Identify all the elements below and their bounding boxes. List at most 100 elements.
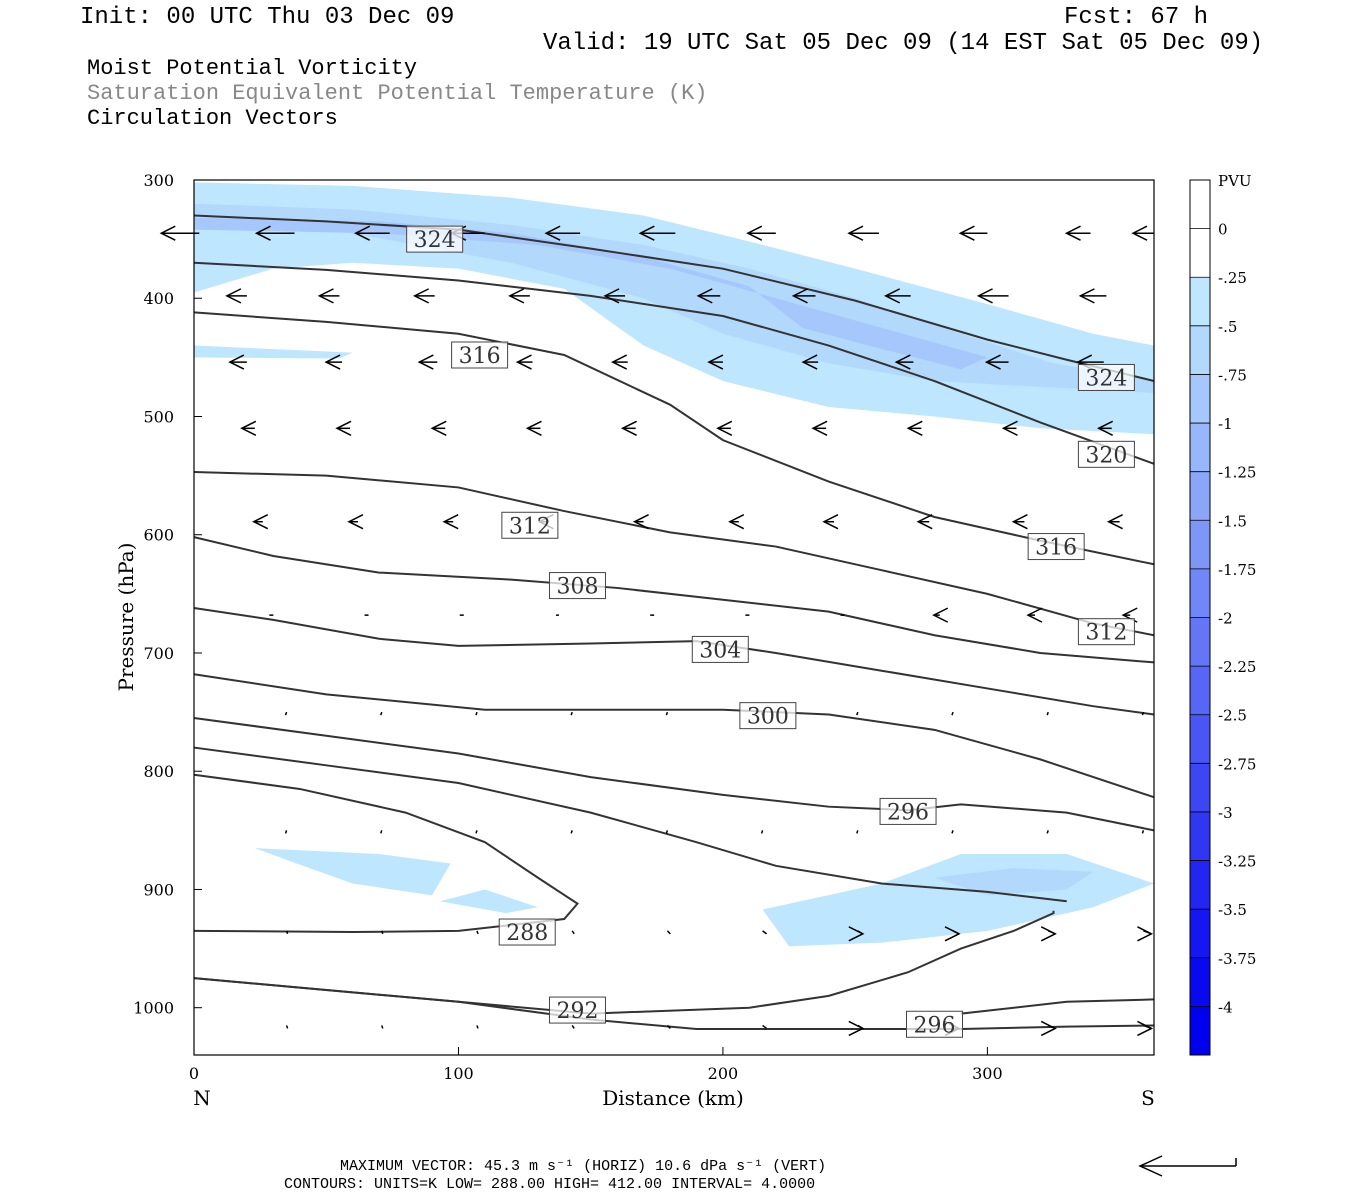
contour-label: 296 xyxy=(905,1010,963,1038)
contour-label-text: 324 xyxy=(414,228,456,253)
circulation-vector xyxy=(475,830,478,834)
colorbar-level-label: -1.75 xyxy=(1218,561,1256,579)
contour-label: 300 xyxy=(739,702,797,730)
y-tick-label: 500 xyxy=(143,407,174,426)
circulation-vector xyxy=(1131,225,1154,241)
colorbar-level-label: -2.75 xyxy=(1218,755,1256,773)
x-tick-label: 100 xyxy=(443,1064,474,1083)
colorbar-segment xyxy=(1190,471,1210,521)
colorbar-level-label: -1 xyxy=(1218,415,1233,433)
circulation-vector xyxy=(442,514,459,530)
x-tick-label: 0 xyxy=(189,1064,199,1083)
colorbar-level-label: -3 xyxy=(1218,804,1233,822)
circulation-vector xyxy=(324,354,343,370)
y-tick-label: 300 xyxy=(143,171,174,190)
colorbar-segment xyxy=(1190,228,1210,278)
pv-shade-region xyxy=(934,868,1094,896)
circulation-vector xyxy=(381,930,384,935)
circulation-vector xyxy=(515,354,533,370)
circulation-vector xyxy=(760,830,764,834)
contour-label-text: 316 xyxy=(1035,536,1077,561)
contour-label: 312 xyxy=(501,511,559,539)
contour-label-text: 312 xyxy=(509,514,551,539)
reference-vector xyxy=(1138,1155,1237,1177)
colorbar-level-label: -3.5 xyxy=(1218,901,1247,919)
contour-label-text: 312 xyxy=(1085,621,1127,646)
field-title-theta: Saturation Equivalent Potential Temperat… xyxy=(87,81,708,106)
x-tick-label: 200 xyxy=(708,1064,739,1083)
circulation-vector xyxy=(1040,1020,1057,1037)
circulation-vector xyxy=(716,420,733,436)
contour-label: 292 xyxy=(548,996,606,1024)
circulation-vector xyxy=(856,830,859,834)
theta-contour-296 xyxy=(960,998,1155,1015)
theta-contour-292 xyxy=(193,773,579,934)
circulation-vector xyxy=(916,514,933,530)
y-tick-label: 700 xyxy=(143,644,174,663)
y-tick-label: 800 xyxy=(143,762,174,781)
contour-label-text: 300 xyxy=(747,705,789,730)
forecast-hour: Fcst: 67 h xyxy=(1064,4,1209,31)
circulation-vector xyxy=(666,1024,671,1029)
colorbar-segment xyxy=(1190,811,1210,861)
circulation-vector xyxy=(801,354,819,370)
contour-label-text: 296 xyxy=(887,800,929,825)
circulation-vector xyxy=(666,930,671,935)
y-axis-label: Pressure (hPa) xyxy=(114,543,138,692)
circulation-vector xyxy=(335,420,352,436)
circulation-vector xyxy=(570,711,573,716)
circulation-vector xyxy=(822,514,839,530)
colorbar-level-label: -2.25 xyxy=(1218,658,1256,676)
colorbar-segment xyxy=(1190,277,1210,326)
colorbar-level-label: -2 xyxy=(1218,610,1233,628)
contour-label-layer: 324 316 312 308 304 300 296 288 292 296 324 320 316 3… xyxy=(406,225,1135,1038)
circulation-vector xyxy=(696,288,721,304)
contour-label-text: 320 xyxy=(1085,443,1127,468)
circulation-vector xyxy=(728,514,745,530)
circulation-vector xyxy=(228,354,247,370)
contour-label-text: 292 xyxy=(556,999,598,1024)
circulation-vector xyxy=(603,288,626,304)
circulation-vector xyxy=(381,1025,384,1029)
y-tick-label: 900 xyxy=(143,880,174,899)
circulation-vector xyxy=(476,930,479,935)
circulation-vector xyxy=(884,288,911,304)
contour-label: 316 xyxy=(1027,533,1085,561)
circulation-vector xyxy=(951,711,954,716)
circulation-vector xyxy=(791,288,816,304)
circulation-vector xyxy=(225,288,247,304)
field-title-pv: Moist Potential Vorticity xyxy=(87,56,418,81)
colorbar-segment xyxy=(1190,180,1210,229)
circulation-vector xyxy=(611,354,628,370)
circulation-vector xyxy=(284,711,288,716)
theta-contour-316 xyxy=(193,311,1155,566)
circulation-vector xyxy=(1078,288,1107,304)
circulation-vector xyxy=(380,830,383,834)
circulation-vector xyxy=(159,225,200,241)
colorbar-level-label: 0 xyxy=(1218,221,1228,239)
circulation-vector xyxy=(665,830,669,834)
circulation-vector xyxy=(1001,420,1018,436)
circulation-vector xyxy=(620,420,637,436)
circulation-vector xyxy=(240,420,257,436)
circulation-vector xyxy=(317,288,340,304)
circulation-vector xyxy=(571,930,575,935)
contour-label-text: 316 xyxy=(459,344,501,369)
circulation-vector xyxy=(1097,420,1114,436)
circulation-vector xyxy=(638,225,676,241)
circulation-vector xyxy=(417,354,438,370)
circulation-vector xyxy=(665,711,669,716)
circulation-vector xyxy=(284,830,288,834)
x-end-label-right: S xyxy=(1141,1086,1155,1110)
colorbar-segment xyxy=(1190,325,1210,375)
circulation-vector xyxy=(1106,514,1123,530)
circulation-vector xyxy=(746,225,776,241)
contour-label: 320 xyxy=(1077,440,1135,468)
field-title-vectors: Circulation Vectors xyxy=(87,106,338,131)
circulation-vector xyxy=(984,354,1009,370)
x-axis-label: Distance (km) xyxy=(602,1086,744,1110)
circulation-vector xyxy=(1040,926,1057,942)
circulation-vector xyxy=(476,1025,479,1029)
contour-label-text: 304 xyxy=(699,638,741,663)
theta-contour-300 xyxy=(193,717,1155,832)
